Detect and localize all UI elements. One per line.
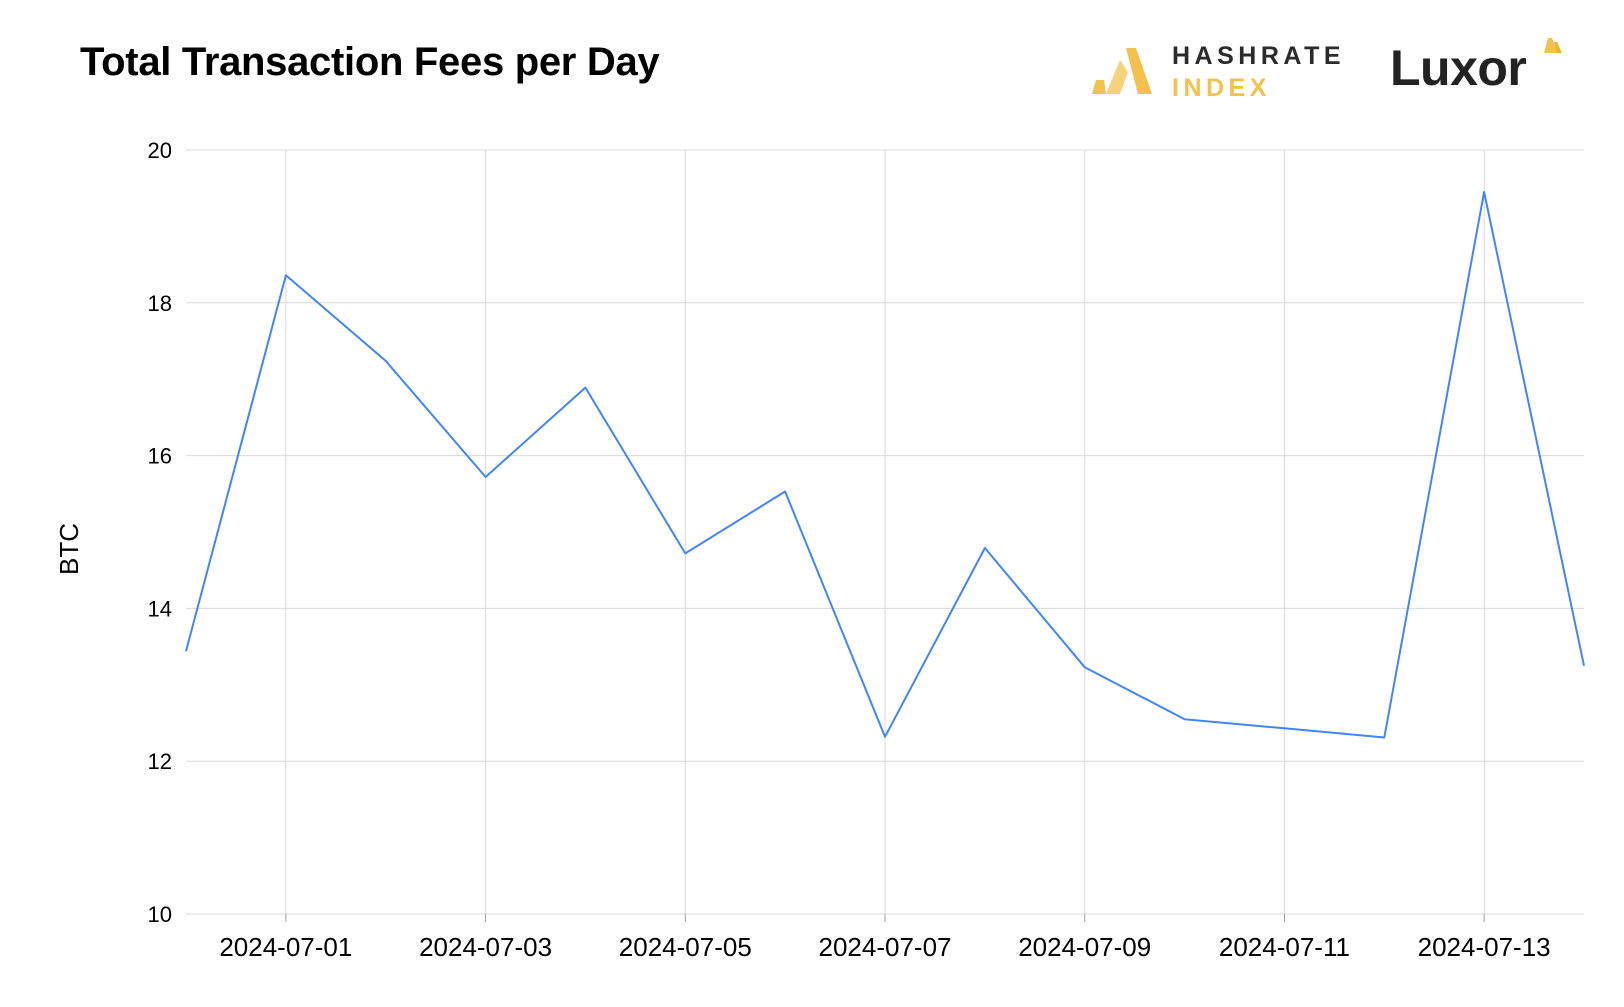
y-tick-label: 14 <box>148 596 172 621</box>
series-line <box>185 191 1585 739</box>
y-tick-label: 20 <box>148 138 172 163</box>
y-axis-label: BTC <box>54 523 84 575</box>
chart-title: Total Transaction Fees per Day <box>80 40 660 84</box>
hashrate-index-icon <box>1092 48 1152 94</box>
x-tick-label: 2024-07-05 <box>619 932 752 962</box>
x-tick-label: 2024-07-09 <box>1018 932 1151 962</box>
luxor-logo: Luxor <box>1390 34 1570 104</box>
luxor-triangle-icon <box>1544 38 1562 53</box>
y-tick-label: 10 <box>148 902 172 927</box>
x-tick-label: 2024-07-07 <box>819 932 952 962</box>
x-tick-label: 2024-07-03 <box>419 932 552 962</box>
grid-lines <box>186 149 1584 922</box>
y-tick-label: 12 <box>148 749 172 774</box>
hashrate-wordmark: HASHRATE <box>1172 42 1346 70</box>
axis-ticks: 10 12 14 16 18 20 2024-07-01 2024-07-03 2024-07-… <box>148 138 1551 962</box>
luxor-wordmark: Luxor <box>1390 40 1527 96</box>
y-tick-label: 16 <box>148 444 172 469</box>
x-tick-label: 2024-07-13 <box>1418 932 1551 962</box>
index-wordmark: INDEX <box>1172 74 1271 102</box>
hashrate-index-logo: HASHRATE INDEX <box>1090 40 1341 106</box>
y-tick-label: 18 <box>148 291 172 316</box>
series-lines <box>185 191 1585 739</box>
x-tick-label: 2024-07-01 <box>219 932 352 962</box>
x-tick-label: 2024-07-11 <box>1219 932 1350 962</box>
